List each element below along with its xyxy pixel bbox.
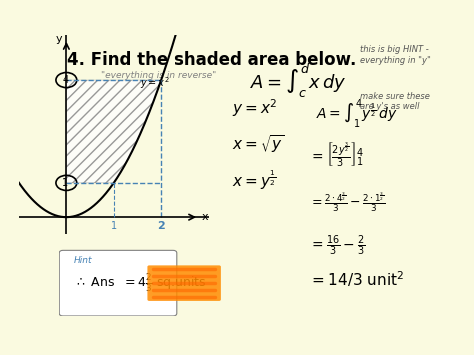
Text: "everything is in reverse": "everything is in reverse" xyxy=(101,71,216,80)
Text: make sure these
are y's as well: make sure these are y's as well xyxy=(360,92,430,111)
Text: $\therefore$ Ans  $= 4\frac{2}{3}$ sq.units: $\therefore$ Ans $= 4\frac{2}{3}$ sq.uni… xyxy=(74,272,207,294)
Text: $A = \int_{c}^{d} x\,dy$: $A = \int_{c}^{d} x\,dy$ xyxy=(250,62,347,100)
Text: $x = y^{\frac{1}{2}}$: $x = y^{\frac{1}{2}}$ xyxy=(232,168,276,192)
Text: x: x xyxy=(201,212,208,222)
Text: $y=x^2$: $y=x^2$ xyxy=(140,75,170,91)
Text: $= \left[\frac{2y^{\frac{3}{2}}}{3}\right]_{1}^{4}$: $= \left[\frac{2y^{\frac{3}{2}}}{3}\righ… xyxy=(309,141,364,170)
Text: 2: 2 xyxy=(157,221,165,231)
Text: this is big HINT -
everything in "y": this is big HINT - everything in "y" xyxy=(360,45,431,65)
Text: 4. Find the shaded area below.: 4. Find the shaded area below. xyxy=(66,51,356,69)
Text: $y = x^2$: $y = x^2$ xyxy=(232,97,277,119)
Text: $x = \sqrt{y}$: $x = \sqrt{y}$ xyxy=(232,133,284,155)
FancyBboxPatch shape xyxy=(59,250,177,316)
Text: $A = \int_{1}^{4} y^{\frac{1}{2}}\,dy$: $A = \int_{1}^{4} y^{\frac{1}{2}}\,dy$ xyxy=(316,97,398,130)
Text: $= \frac{2 \cdot 4^{\frac{3}{2}}}{3} - \frac{2 \cdot 1^{\frac{3}{2}}}{3}$: $= \frac{2 \cdot 4^{\frac{3}{2}}}{3} - \… xyxy=(309,190,385,214)
Text: $= \frac{16}{3} - \frac{2}{3}$: $= \frac{16}{3} - \frac{2}{3}$ xyxy=(309,234,365,258)
Text: y: y xyxy=(56,34,63,44)
Text: Hint: Hint xyxy=(74,256,92,265)
Text: 4: 4 xyxy=(63,75,68,85)
Text: 1: 1 xyxy=(63,178,68,188)
Text: 1: 1 xyxy=(111,221,117,231)
Text: $= 14/3\ \mathrm{unit}^2$: $= 14/3\ \mathrm{unit}^2$ xyxy=(309,269,404,289)
FancyBboxPatch shape xyxy=(147,266,221,301)
